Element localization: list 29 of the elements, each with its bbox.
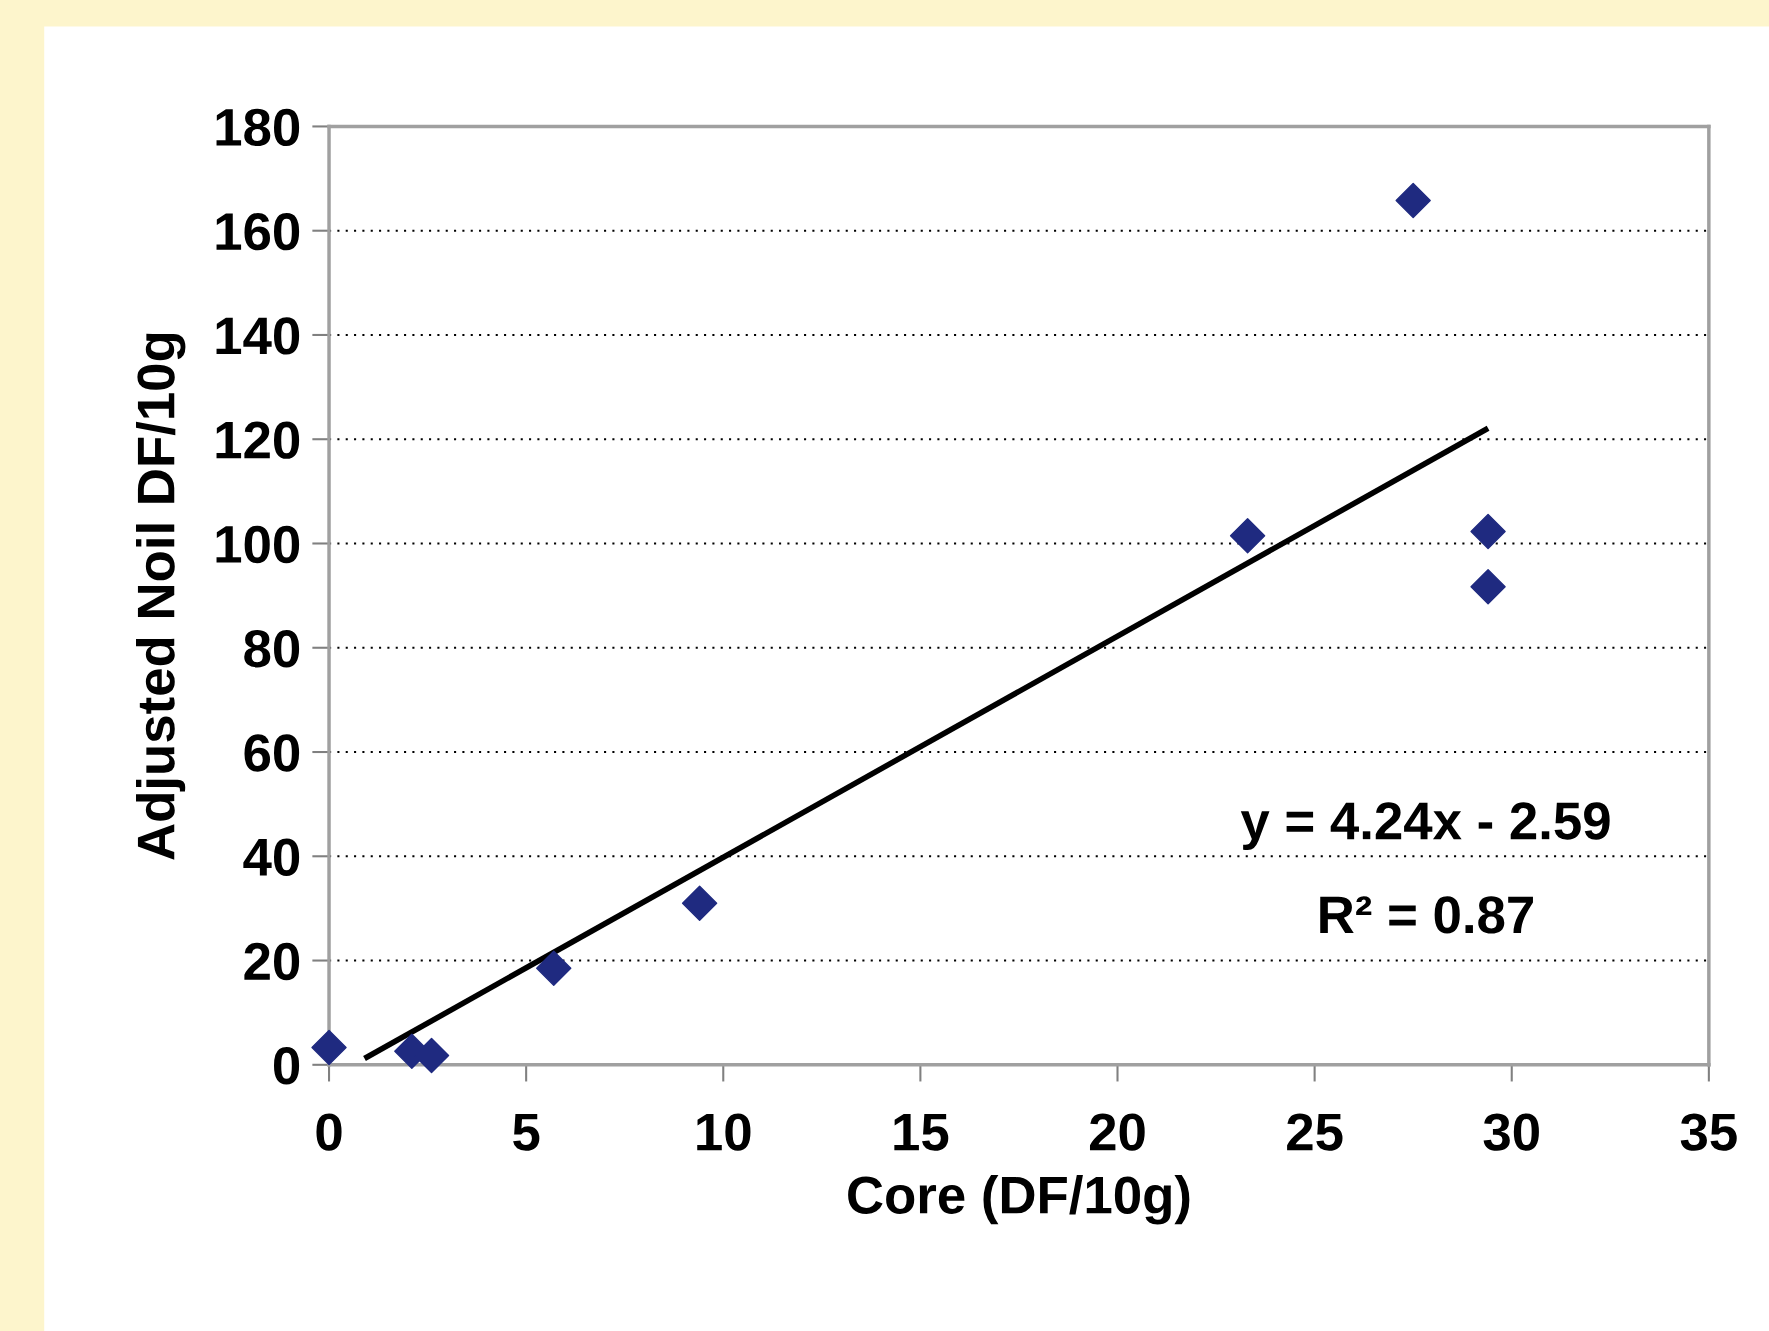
x-tick-label: 10	[697, 1113, 751, 1151]
annotation: R² = 0.87	[1320, 896, 1533, 934]
point	[1229, 517, 1266, 554]
y-tick-label: 60	[244, 734, 300, 772]
y-tick-label: 140	[216, 317, 300, 355]
y-tick-label: 100	[216, 525, 300, 564]
x-tick-label: 15	[894, 1113, 949, 1151]
x-tick-label: 20	[1089, 1113, 1145, 1151]
y-axis-title: Adjusted Noil DF/10g	[136, 333, 186, 860]
annotation: y = 4.24x - 2.59	[1240, 802, 1610, 851]
point	[311, 1029, 347, 1066]
point	[1470, 569, 1506, 605]
y-tick-label: 0	[273, 1047, 300, 1085]
y-tick-label: 80	[244, 630, 300, 668]
point	[1470, 513, 1506, 550]
x-tick-label: 25	[1287, 1113, 1343, 1151]
point	[536, 950, 572, 987]
y-tick-label: 120	[216, 421, 300, 459]
point	[1395, 182, 1431, 219]
x-tick-label: 0	[316, 1113, 342, 1151]
x-axis-title: Core (DF/10g)	[848, 1175, 1190, 1225]
y-tick-label: 180	[216, 108, 300, 147]
y-tick-label: 40	[243, 838, 300, 876]
y-tick-label: 20	[244, 942, 300, 981]
y-tick-label: 160	[216, 212, 300, 251]
x-tick-label: 5	[513, 1113, 540, 1151]
point	[681, 885, 718, 921]
x-tick-label: 35	[1680, 1113, 1737, 1151]
x-tick-label: 30	[1483, 1113, 1539, 1151]
